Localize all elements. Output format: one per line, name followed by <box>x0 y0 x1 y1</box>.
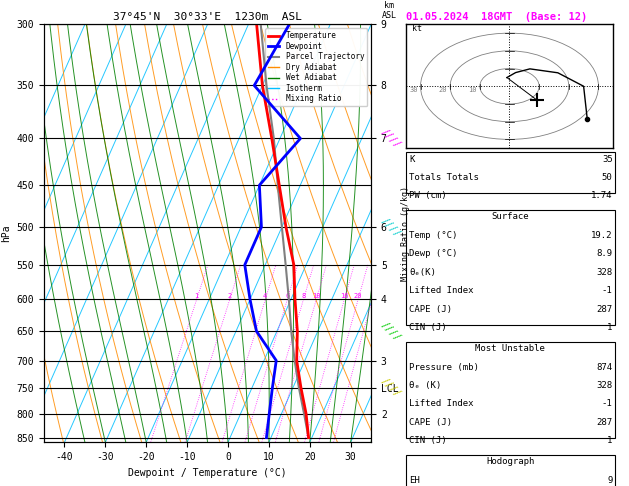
Text: 874: 874 <box>596 363 613 372</box>
Text: km
ASL: km ASL <box>382 0 397 20</box>
Text: 01.05.2024  18GMT  (Base: 12): 01.05.2024 18GMT (Base: 12) <box>406 12 587 22</box>
Text: 287: 287 <box>596 305 613 314</box>
Text: K: K <box>409 155 415 164</box>
Text: Surface: Surface <box>492 212 529 222</box>
Text: 19.2: 19.2 <box>591 231 613 240</box>
Text: 20: 20 <box>354 294 362 299</box>
Text: Dewp (°C): Dewp (°C) <box>409 249 458 259</box>
Legend: Temperature, Dewpoint, Parcel Trajectory, Dry Adiabat, Wet Adiabat, Isotherm, Mi: Temperature, Dewpoint, Parcel Trajectory… <box>265 28 367 106</box>
Text: 1: 1 <box>607 323 613 332</box>
Text: θₑ(K): θₑ(K) <box>409 268 437 277</box>
Text: 8.9: 8.9 <box>596 249 613 259</box>
Text: Most Unstable: Most Unstable <box>476 344 545 353</box>
Text: ////: //// <box>379 215 403 239</box>
Text: PW (cm): PW (cm) <box>409 191 447 201</box>
Text: 328: 328 <box>596 268 613 277</box>
Text: 328: 328 <box>596 381 613 390</box>
Text: Lifted Index: Lifted Index <box>409 399 474 409</box>
Text: 1: 1 <box>194 294 199 299</box>
Title: 37°45'N  30°33'E  1230m  ASL: 37°45'N 30°33'E 1230m ASL <box>113 12 302 22</box>
Text: 8: 8 <box>301 294 306 299</box>
Text: Lifted Index: Lifted Index <box>409 286 474 295</box>
Text: 1.74: 1.74 <box>591 191 613 201</box>
Text: -1: -1 <box>602 286 613 295</box>
Text: CAPE (J): CAPE (J) <box>409 305 452 314</box>
Text: CIN (J): CIN (J) <box>409 436 447 446</box>
Text: 50: 50 <box>602 173 613 182</box>
X-axis label: Dewpoint / Temperature (°C): Dewpoint / Temperature (°C) <box>128 468 287 478</box>
Text: Pressure (mb): Pressure (mb) <box>409 363 479 372</box>
Text: Totals Totals: Totals Totals <box>409 173 479 182</box>
Text: 10: 10 <box>312 294 321 299</box>
Text: -1: -1 <box>602 399 613 409</box>
Text: 30: 30 <box>409 87 418 93</box>
Text: Temp (°C): Temp (°C) <box>409 231 458 240</box>
Text: Hodograph: Hodograph <box>486 457 535 467</box>
Text: EH: EH <box>409 476 420 485</box>
Text: ////: //// <box>379 319 403 343</box>
Text: ////: //// <box>379 127 403 150</box>
Text: 1: 1 <box>607 436 613 446</box>
Text: 287: 287 <box>596 418 613 427</box>
Text: 10: 10 <box>469 87 477 93</box>
Text: θₑ (K): θₑ (K) <box>409 381 442 390</box>
Y-axis label: hPa: hPa <box>1 225 11 242</box>
Text: kt: kt <box>411 24 421 34</box>
Text: 16: 16 <box>340 294 348 299</box>
Text: CAPE (J): CAPE (J) <box>409 418 452 427</box>
Text: ////: //// <box>379 376 403 400</box>
Text: 9: 9 <box>607 476 613 485</box>
Text: CIN (J): CIN (J) <box>409 323 447 332</box>
Text: 6: 6 <box>285 294 289 299</box>
Text: 2: 2 <box>228 294 232 299</box>
Text: 4: 4 <box>263 294 267 299</box>
Text: 20: 20 <box>438 87 447 93</box>
Y-axis label: Mixing Ratio (g/kg): Mixing Ratio (g/kg) <box>401 186 410 281</box>
Text: 35: 35 <box>602 155 613 164</box>
